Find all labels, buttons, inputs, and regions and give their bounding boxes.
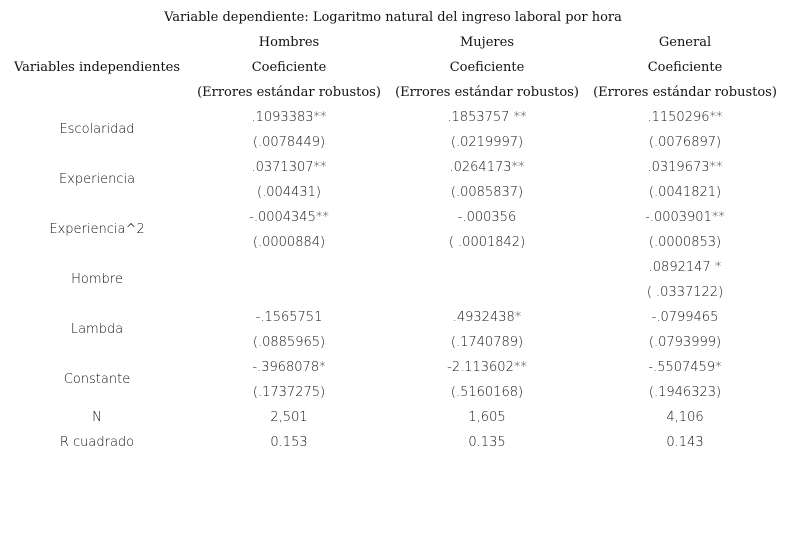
coef-hombres xyxy=(190,255,388,280)
se-hombres: (.004431) xyxy=(257,185,321,200)
coef-hombres: -.3968078* xyxy=(252,360,326,375)
se-hombres: (.1737275) xyxy=(252,385,326,400)
row-label-experiencia-sq: Experiencia^2 xyxy=(49,222,145,237)
header-hombres: Hombres xyxy=(258,35,320,50)
row-label-lambda: Lambda xyxy=(70,322,124,337)
row-label-r-cuadrado: R cuadrado xyxy=(59,435,135,450)
coef-general: .1150296** xyxy=(647,110,723,125)
coef-general: -.5507459* xyxy=(648,360,722,375)
r2-mujeres: 0.135 xyxy=(468,435,506,450)
n-mujeres: 1,605 xyxy=(468,410,506,425)
se-general: (.0000853) xyxy=(648,235,722,250)
row-label-escolaridad: Escolaridad xyxy=(59,122,135,137)
header-mujeres: Mujeres xyxy=(460,35,514,50)
row-label-constante: Constante xyxy=(63,372,131,387)
se-general: (.1946323) xyxy=(648,385,722,400)
header-note-mujeres: (Errores estándar robustos) xyxy=(395,85,579,100)
row-label-experiencia: Experiencia xyxy=(58,172,136,187)
n-general: 4,106 xyxy=(666,410,704,425)
se-mujeres: (.0085837) xyxy=(450,185,524,200)
se-mujeres: (.1740789) xyxy=(450,335,524,350)
se-hombres: (.0000884) xyxy=(252,235,326,250)
se-general: ( .0337122) xyxy=(646,285,724,300)
coef-general: -.0003901** xyxy=(645,210,725,225)
se-general: (.0793999) xyxy=(648,335,722,350)
header-coef-mujeres: Coeficiente xyxy=(449,60,525,75)
table-title: Variable dependiente: Logaritmo natural … xyxy=(164,10,622,25)
se-hombres: (.0885965) xyxy=(252,335,326,350)
header-note-hombres: (Errores estándar robustos) xyxy=(197,85,381,100)
coef-mujeres: .4932438* xyxy=(452,310,522,325)
row-label-n: N xyxy=(92,410,102,425)
header-general: General xyxy=(658,35,712,50)
coef-mujeres: -.000356 xyxy=(457,210,517,225)
se-mujeres: ( .0001842) xyxy=(448,235,526,250)
coef-hombres: -.1565751 xyxy=(255,310,323,325)
r2-hombres: 0.153 xyxy=(270,435,308,450)
coef-hombres: -.0004345** xyxy=(249,210,329,225)
coef-general: -.0799465 xyxy=(651,310,719,325)
header-variables: Variables independientes xyxy=(13,60,181,75)
n-hombres: 2,501 xyxy=(270,410,308,425)
coef-general: .0892147 * xyxy=(648,260,722,275)
coef-hombres: .1093383** xyxy=(251,110,327,125)
coef-hombres: .0371307** xyxy=(251,160,327,175)
se-mujeres xyxy=(388,280,586,305)
coef-mujeres: .0264173** xyxy=(449,160,525,175)
coef-mujeres: -2.113602** xyxy=(447,360,527,375)
coef-mujeres: .1853757 ** xyxy=(447,110,527,125)
header-coef-hombres: Coeficiente xyxy=(251,60,327,75)
coef-general: .0319673** xyxy=(647,160,723,175)
header-note-general: (Errores estándar robustos) xyxy=(593,85,777,100)
se-mujeres: (.0219997) xyxy=(450,135,524,150)
header-coef-general: Coeficiente xyxy=(647,60,723,75)
row-label-hombre: Hombre xyxy=(71,272,123,287)
se-mujeres: (.5160168) xyxy=(450,385,524,400)
se-hombres: (.0078449) xyxy=(252,135,326,150)
se-hombres xyxy=(190,280,388,305)
coef-mujeres xyxy=(388,255,586,280)
se-general: (.0041821) xyxy=(648,185,722,200)
r2-general: 0.143 xyxy=(666,435,704,450)
se-general: (.0076897) xyxy=(648,135,722,150)
